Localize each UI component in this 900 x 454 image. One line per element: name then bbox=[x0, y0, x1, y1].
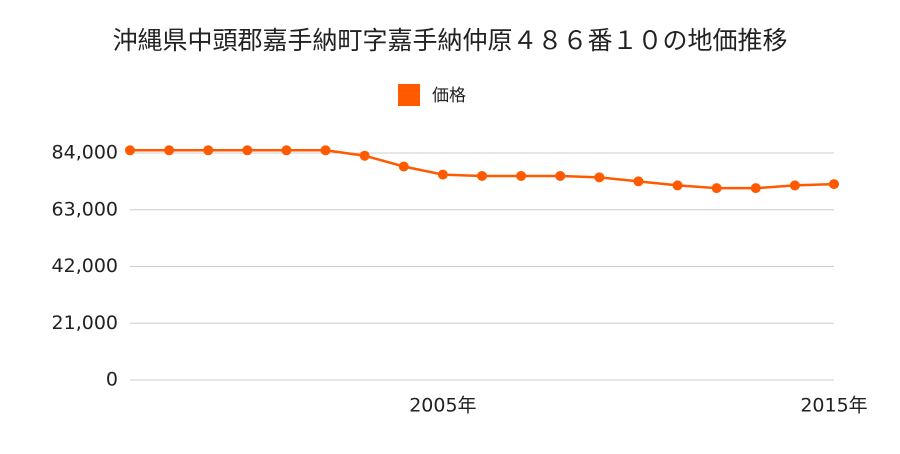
data-point bbox=[281, 145, 292, 156]
y-tick-label: 0 bbox=[106, 369, 118, 391]
x-tick-label: 2005年 bbox=[409, 395, 476, 417]
y-tick-label: 42,000 bbox=[52, 255, 118, 277]
data-point bbox=[125, 145, 135, 156]
chart-title: 沖縄県中頭郡嘉手納町字嘉手納仲原４８６番１０の地価推移 bbox=[112, 26, 787, 55]
data-point bbox=[203, 145, 214, 156]
data-point bbox=[164, 145, 175, 156]
x-tick-label: 2015年 bbox=[800, 395, 867, 417]
data-point bbox=[829, 179, 839, 190]
y-tick-label: 84,000 bbox=[52, 142, 118, 164]
data-point bbox=[750, 183, 761, 194]
data-point bbox=[594, 172, 605, 183]
y-tick-label: 63,000 bbox=[52, 198, 118, 220]
legend-label: 価格 bbox=[432, 86, 466, 106]
data-point bbox=[437, 169, 448, 180]
data-point bbox=[320, 145, 331, 156]
data-point bbox=[242, 145, 253, 156]
data-point bbox=[633, 176, 644, 187]
data-point bbox=[477, 170, 487, 181]
data-point bbox=[359, 150, 370, 161]
data-point bbox=[672, 180, 683, 191]
data-point bbox=[711, 183, 722, 194]
data-point bbox=[555, 170, 566, 181]
legend-swatch bbox=[398, 84, 420, 106]
data-point bbox=[516, 170, 527, 181]
y-tick-label: 21,000 bbox=[52, 312, 118, 334]
data-point bbox=[789, 180, 800, 191]
data-point bbox=[398, 161, 409, 172]
series-line bbox=[130, 149, 835, 190]
